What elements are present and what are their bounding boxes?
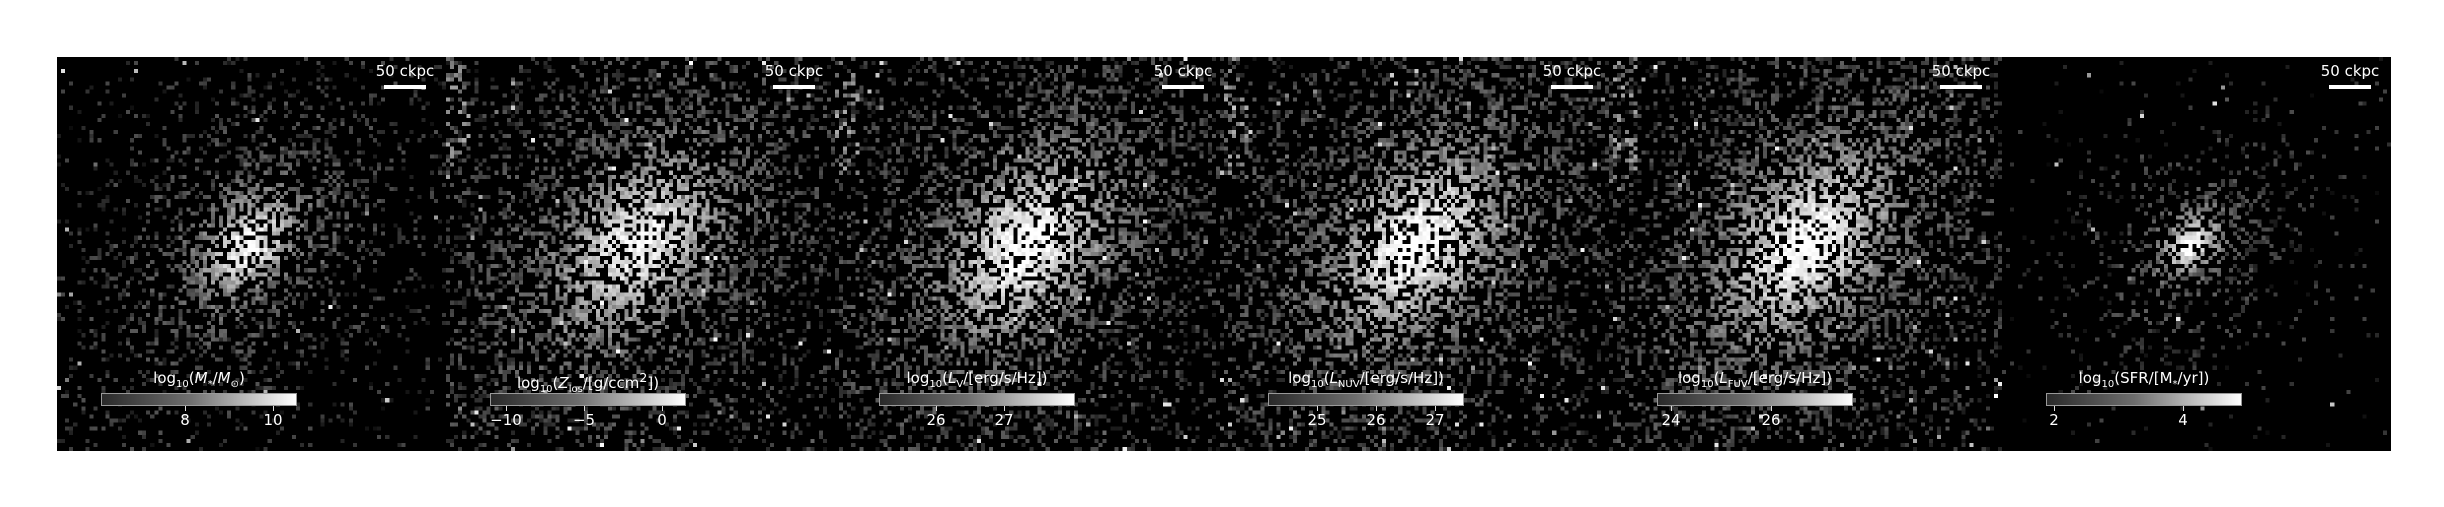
colorbar: log10(SFR/[M*/yr]) 2 4: [2046, 369, 2242, 439]
colorbar: log10(Zlos/[g/ccm2]) −10 −5 0: [490, 369, 686, 439]
scale-bar-line: [1940, 85, 1982, 89]
colorbar-tick: [2183, 406, 2184, 411]
scale-bar: 50 ckpc: [2315, 63, 2385, 89]
scale-bar: 50 ckpc: [759, 63, 829, 89]
scale-bar-line: [1162, 85, 1204, 89]
colorbar-tick-label: 8: [180, 411, 190, 429]
colorbar-tick-label: 26: [1366, 411, 1386, 429]
colorbar-tick-label: −10: [490, 411, 522, 429]
colorbar-tick-label: 26: [926, 411, 946, 429]
density-map-sfr: [2002, 57, 2391, 451]
colorbar-tick: [936, 406, 937, 411]
colorbar-gradient: [879, 393, 1075, 406]
colorbar-gradient: [1268, 393, 1464, 406]
density-map-lum-v: [835, 57, 1224, 451]
colorbar-title: log10(LFUV/[erg/s/Hz]): [1677, 369, 1833, 390]
colorbar-gradient: [2046, 393, 2242, 406]
colorbar-gradient: [1657, 393, 1853, 406]
colorbar-tick-label: 27: [1425, 411, 1445, 429]
density-map-lum-nuv: [1224, 57, 1613, 451]
colorbar-tick-label: 26: [1761, 411, 1781, 429]
panel-lum-fuv: 50 ckpc log10(LFUV/[erg/s/Hz]) 24 26: [1613, 57, 2002, 451]
colorbar: log10(LFUV/[erg/s/Hz]) 24 26: [1657, 369, 1853, 439]
panel-sfr: 50 ckpc log10(SFR/[M*/yr]) 2 4: [2002, 57, 2391, 451]
colorbar-tick-label: 2: [2049, 411, 2059, 429]
scale-bar-label: 50 ckpc: [1153, 62, 1213, 80]
colorbar-tick-label: 0: [657, 411, 667, 429]
scale-bar: 50 ckpc: [1537, 63, 1607, 89]
scale-bar-label: 50 ckpc: [1931, 62, 1991, 80]
scale-bar: 50 ckpc: [370, 63, 440, 89]
colorbar-tick-label: 10: [263, 411, 283, 429]
colorbar-tick-label: 4: [2178, 411, 2188, 429]
scale-bar-line: [2329, 85, 2371, 89]
colorbar-title: log10(Zlos/[g/ccm2]): [516, 370, 660, 395]
scale-bar-line: [384, 85, 426, 89]
scale-bar-label: 50 ckpc: [2320, 62, 2380, 80]
panel-lum-v: 50 ckpc log10(LV/[erg/s/Hz]) 26 27: [835, 57, 1224, 451]
scale-bar-label: 50 ckpc: [375, 62, 435, 80]
panel-metallicity: 50 ckpc log10(Zlos/[g/ccm2]) −10 −5 0: [446, 57, 835, 451]
colorbar-tick: [662, 406, 663, 411]
colorbar: log10(LV/[erg/s/Hz]) 26 27: [879, 369, 1075, 439]
scale-bar: 50 ckpc: [1148, 63, 1218, 89]
colorbar-tick: [1317, 406, 1318, 411]
density-map-stellar-mass: [57, 57, 446, 451]
scale-bar-line: [773, 85, 815, 89]
colorbar-tick: [1376, 406, 1377, 411]
scale-bar: 50 ckpc: [1926, 63, 1996, 89]
colorbar: log10(LNUV/[erg/s/Hz]) 25 26 27: [1268, 369, 1464, 439]
colorbar-tick: [273, 406, 274, 411]
scale-bar-label: 50 ckpc: [764, 62, 824, 80]
colorbar-gradient: [101, 393, 297, 406]
colorbar-tick-label: 27: [994, 411, 1014, 429]
density-map-metallicity: [446, 57, 835, 451]
colorbar: log10(M*/M⊙) 8 10: [101, 369, 297, 439]
colorbar-title: log10(LV/[erg/s/Hz]): [906, 369, 1048, 390]
colorbar-title: log10(LNUV/[erg/s/Hz]): [1288, 369, 1444, 390]
figure: 50 ckpc log10(M*/M⊙) 8 10 50 ckpc log10(Z…: [57, 57, 2393, 451]
colorbar-title: log10(M*/M⊙): [153, 369, 245, 390]
colorbar-tick: [2054, 406, 2055, 411]
colorbar-tick-label: 24: [1661, 411, 1681, 429]
scale-bar-label: 50 ckpc: [1542, 62, 1602, 80]
scale-bar-line: [1551, 85, 1593, 89]
colorbar-gradient: [490, 393, 686, 406]
colorbar-tick: [185, 406, 186, 411]
density-map-lum-fuv: [1613, 57, 2002, 451]
colorbar-tick: [1771, 406, 1772, 411]
colorbar-tick: [1671, 406, 1672, 411]
colorbar-tick: [506, 406, 507, 411]
colorbar-tick-label: −5: [572, 411, 596, 429]
colorbar-tick: [1004, 406, 1005, 411]
colorbar-tick: [584, 406, 585, 411]
colorbar-tick: [1435, 406, 1436, 411]
panel-stellar-mass: 50 ckpc log10(M*/M⊙) 8 10: [57, 57, 446, 451]
colorbar-tick-label: 25: [1307, 411, 1327, 429]
colorbar-title: log10(SFR/[M*/yr]): [2078, 369, 2210, 390]
panel-lum-nuv: 50 ckpc log10(LNUV/[erg/s/Hz]) 25 26 27: [1224, 57, 1613, 451]
